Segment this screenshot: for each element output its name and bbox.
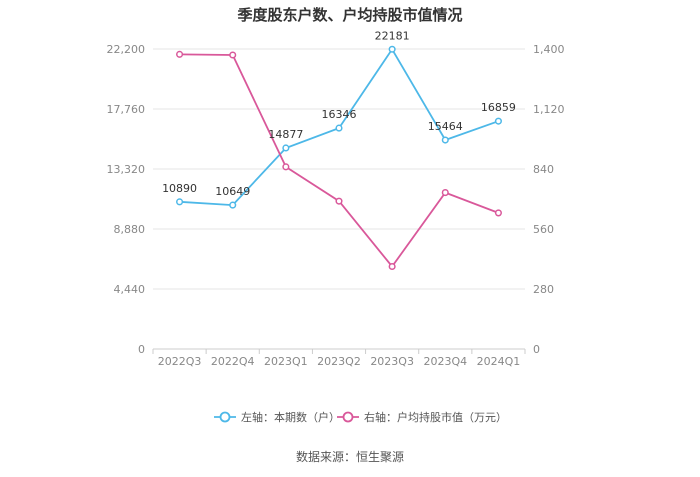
data-point [282,144,290,152]
data-label: 10649 [215,185,250,198]
y-left-tick-label: 4,440 [114,283,146,296]
x-tick-label: 2024Q1 [477,355,521,368]
series-layer [176,45,502,271]
data-point [388,45,396,53]
data-label: 15464 [428,120,463,133]
x-tick-label: 2023Q2 [317,355,361,368]
data-point [441,136,449,144]
data-label: 22181 [375,29,410,42]
legend-label: 右轴：户均持股市值（万元） [364,410,507,424]
data-point [229,201,237,209]
x-tick-label: 2023Q1 [264,355,308,368]
data-point [229,51,237,59]
series-line-right [179,53,499,268]
legend-marker [342,411,354,423]
x-tick-label: 2023Q3 [370,355,414,368]
x-tick-label: 2023Q4 [423,355,467,368]
legend-label: 左轴：本期数（户） [241,410,340,424]
y-right-tick-label: 840 [533,163,554,176]
y-left-tick-label: 0 [138,343,145,356]
chart-title: 季度股东户数、户均持股市值情况 [237,6,462,24]
data-point [282,163,290,171]
legend-marker [219,411,231,423]
data-point [335,197,343,205]
y-left-tick-label: 13,320 [107,163,146,176]
data-point [388,262,396,271]
data-point [176,198,184,206]
y-left-tick-label: 22,200 [107,43,146,56]
y-right-tick-label: 280 [533,283,554,296]
data-label: 16346 [322,108,357,121]
y-left-tick-label: 17,760 [107,103,146,116]
x-tick-label: 2022Q4 [211,355,255,368]
grid-layer [153,48,525,290]
data-label: 10890 [162,182,197,195]
y-right-tick-label: 0 [533,343,540,356]
y-right-tick-label: 560 [533,223,554,236]
y-right-tick-label: 1,400 [533,43,565,56]
data-point [335,124,343,132]
data-point [494,209,502,217]
x-tick-label: 2022Q3 [158,355,202,368]
source-text: 数据来源：恒生聚源 [296,449,404,464]
data-label-layer: 10890 10649 14877 16346 22181 15464 16859 [162,29,516,198]
data-point [494,117,502,125]
y-right-tick-label: 1,120 [533,103,565,116]
data-point [176,50,184,58]
data-label: 16859 [481,101,516,114]
data-point [441,189,449,197]
data-label: 14877 [268,128,303,141]
axis-layer: 0 4,440 8,880 13,320 17,760 22,200 0 280 560 840 1… [107,43,565,368]
y-left-tick-label: 8,880 [114,223,146,236]
legend: 左轴：本期数（户） 右轴：户均持股市值（万元） [214,410,507,424]
